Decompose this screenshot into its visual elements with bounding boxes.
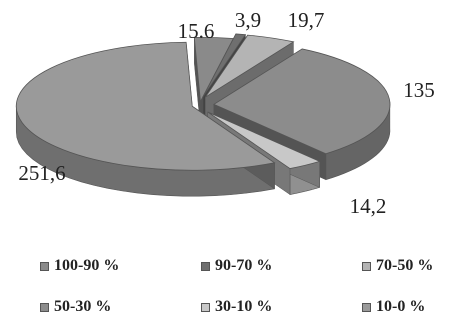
data-label-1: 3,9: [235, 8, 261, 32]
data-label-0: 15.6: [178, 19, 215, 43]
pie-slice-4: [207, 111, 321, 170]
pie-value-labels: 15.6 3,9 19,7 135 14,2 251,6: [18, 8, 434, 218]
pie-slice-3: [213, 48, 391, 155]
pie-slices: [15, 33, 391, 197]
pie-slice-2: [204, 34, 295, 98]
pie-slice-5: [15, 41, 276, 171]
data-label-3: 135: [403, 78, 435, 102]
data-label-4: 14,2: [350, 194, 387, 218]
pie-slice-1: [202, 33, 247, 98]
data-label-5: 251,6: [18, 161, 65, 185]
data-label-2: 19,7: [288, 8, 325, 32]
